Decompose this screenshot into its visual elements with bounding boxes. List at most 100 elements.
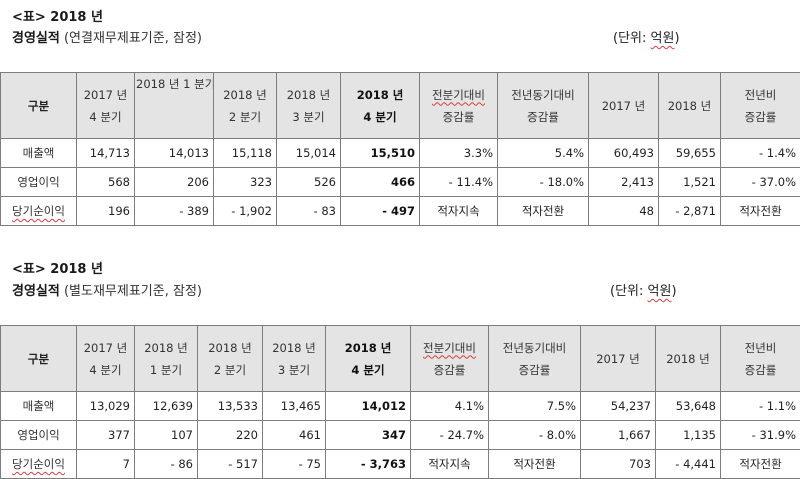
cell: 347 bbox=[326, 421, 411, 450]
cell: 196 bbox=[77, 197, 135, 226]
table2-title: <표> 2018 년 bbox=[12, 258, 103, 277]
cell: 2,413 bbox=[589, 168, 659, 197]
cell: 4.1% bbox=[411, 392, 489, 421]
cell: - 1,902 bbox=[214, 197, 277, 226]
header-2018: 2018 년 bbox=[656, 326, 721, 392]
cell: 60,493 bbox=[589, 139, 659, 168]
table1-subtitle: 경영실적 (연결재무제표기준, 잠정) bbox=[12, 27, 202, 46]
cell: - 1.1% bbox=[721, 392, 800, 421]
cell: 12,639 bbox=[135, 392, 198, 421]
cell: - 3,763 bbox=[326, 450, 411, 479]
cell: 53,648 bbox=[656, 392, 721, 421]
header-2018: 2018 년 bbox=[659, 73, 721, 139]
table-row-net-income: 당기순이익 196 - 389 - 1,902 - 83 - 497 적자지속 … bbox=[1, 197, 800, 226]
cell: 적자전환 bbox=[498, 197, 589, 226]
cell: - 2,871 bbox=[659, 197, 721, 226]
row-label: 매출액 bbox=[1, 139, 77, 168]
spellcheck-underline: 억원 bbox=[648, 284, 672, 299]
cell: 13,029 bbox=[77, 392, 135, 421]
cell: 14,013 bbox=[135, 139, 214, 168]
cell: 526 bbox=[277, 168, 341, 197]
cell: 48 bbox=[589, 197, 659, 226]
cell: - 83 bbox=[277, 197, 341, 226]
cell: - 1.4% bbox=[721, 139, 800, 168]
cell: 5.4% bbox=[498, 139, 589, 168]
cell: - 8.0% bbox=[489, 421, 581, 450]
cell: 461 bbox=[263, 421, 326, 450]
row-label: 당기순이익 bbox=[1, 450, 77, 479]
cell: 7 bbox=[77, 450, 135, 479]
table-row-operating-profit: 영업이익 568 206 323 526 466 - 11.4% - 18.0%… bbox=[1, 168, 800, 197]
row-label: 영업이익 bbox=[1, 168, 77, 197]
cell: - 517 bbox=[198, 450, 263, 479]
cell: 15,118 bbox=[214, 139, 277, 168]
cell: 적자지속 bbox=[411, 450, 489, 479]
cell: 14,713 bbox=[77, 139, 135, 168]
header-label: 구분 bbox=[1, 326, 77, 392]
cell: 107 bbox=[135, 421, 198, 450]
cell: 적자전환 bbox=[721, 450, 800, 479]
cell: 54,237 bbox=[581, 392, 656, 421]
cell: 1,521 bbox=[659, 168, 721, 197]
cell: - 18.0% bbox=[498, 168, 589, 197]
cell: 703 bbox=[581, 450, 656, 479]
cell: - 497 bbox=[341, 197, 420, 226]
cell: 1,135 bbox=[656, 421, 721, 450]
table1-title: <표> 2018 년 bbox=[12, 6, 103, 25]
cell: - 4,441 bbox=[656, 450, 721, 479]
cell: 적자전환 bbox=[489, 450, 581, 479]
cell: - 31.9% bbox=[721, 421, 800, 450]
header-label: 구분 bbox=[1, 73, 77, 139]
cell: - 389 bbox=[135, 197, 214, 226]
spellcheck-underline: 억원 bbox=[651, 31, 675, 46]
row-label: 매출액 bbox=[1, 392, 77, 421]
table2-unit: (단위: 억원) bbox=[610, 280, 677, 299]
cell: 3.3% bbox=[420, 139, 498, 168]
cell: - 37.0% bbox=[721, 168, 800, 197]
cell: - 86 bbox=[135, 450, 198, 479]
header-2017: 2017 년 bbox=[589, 73, 659, 139]
cell: 220 bbox=[198, 421, 263, 450]
header-2017: 2017 년 bbox=[581, 326, 656, 392]
cell: 466 bbox=[341, 168, 420, 197]
table-row-revenue: 매출액 13,029 12,639 13,533 13,465 14,012 4… bbox=[1, 392, 800, 421]
cell: 15,510 bbox=[341, 139, 420, 168]
cell: 1,667 bbox=[581, 421, 656, 450]
header-2018q1: 2018 년 1 분기 bbox=[135, 73, 214, 139]
cell: 206 bbox=[135, 168, 214, 197]
row-label: 영업이익 bbox=[1, 421, 77, 450]
table1-unit: (단위: 억원) bbox=[613, 27, 680, 46]
cell: 568 bbox=[77, 168, 135, 197]
cell: 적자전환 bbox=[721, 197, 800, 226]
cell: 323 bbox=[214, 168, 277, 197]
table2-subtitle: 경영실적 (별도재무제표기준, 잠정) bbox=[12, 280, 202, 299]
row-label: 당기순이익 bbox=[1, 197, 77, 226]
cell: 14,012 bbox=[326, 392, 411, 421]
cell: - 75 bbox=[263, 450, 326, 479]
cell: 59,655 bbox=[659, 139, 721, 168]
cell: 7.5% bbox=[489, 392, 581, 421]
cell: - 24.7% bbox=[411, 421, 489, 450]
cell: 13,465 bbox=[263, 392, 326, 421]
cell: 13,533 bbox=[198, 392, 263, 421]
table-row-revenue: 매출액 14,713 14,013 15,118 15,014 15,510 3… bbox=[1, 139, 800, 168]
cell: 적자지속 bbox=[420, 197, 498, 226]
